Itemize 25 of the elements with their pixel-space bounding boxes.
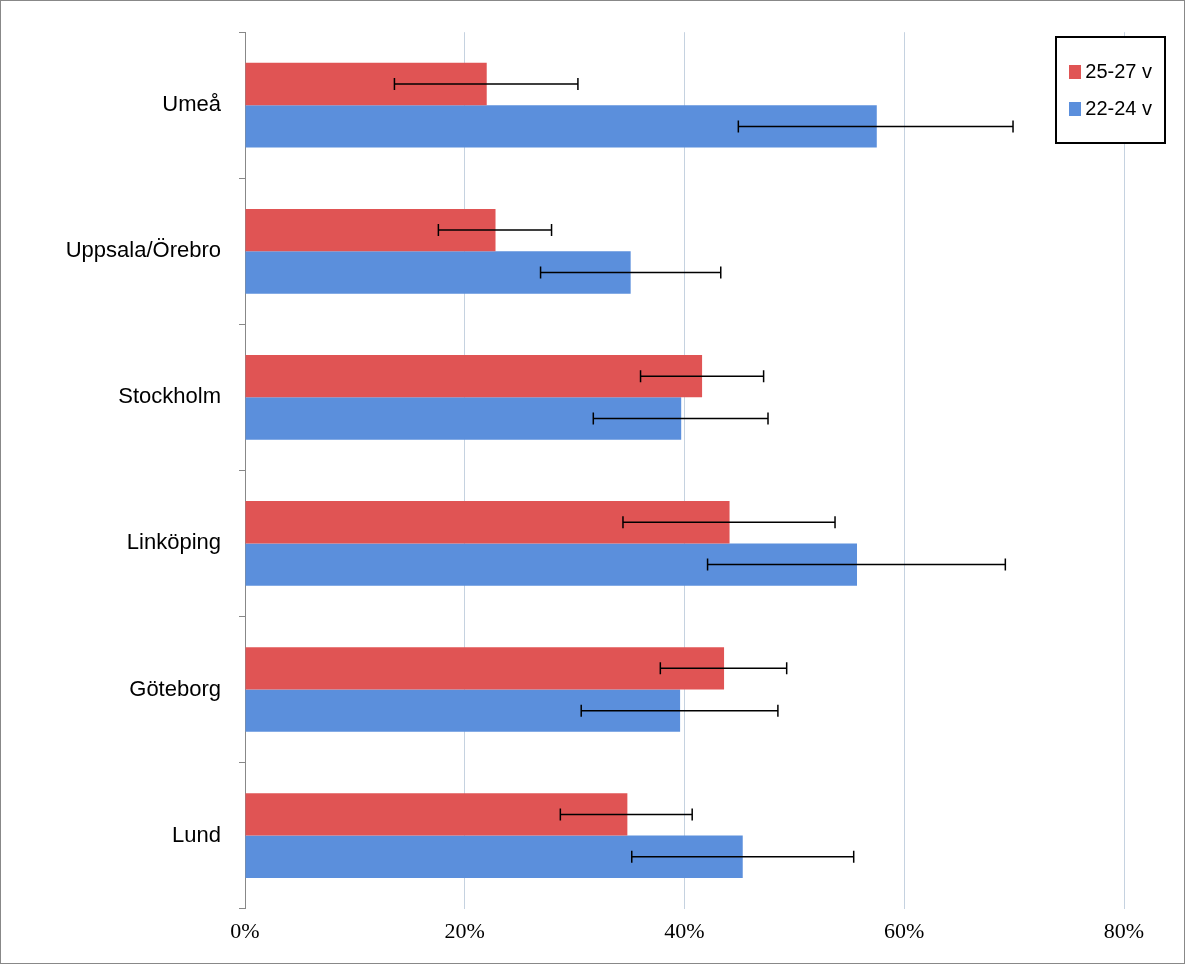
x-tick-label: 40% [664,917,705,943]
bar [245,543,857,586]
bar [245,105,877,148]
bar [245,647,725,690]
y-tick-label: Göteborg [129,675,221,701]
x-tick-label: 80% [1103,917,1145,943]
bar [245,355,703,398]
y-tick-label: Uppsala/Örebro [65,237,221,263]
bar [245,397,682,440]
bar [245,208,496,252]
bar [245,501,730,544]
bar [245,835,743,878]
y-tick-label: Umeå [162,91,222,117]
y-tick-label: Linköping [126,529,221,555]
bar [245,793,628,836]
bar [245,251,631,294]
y-tick-label: Stockholm [118,383,221,409]
legend-label: 22-24 v [1085,97,1152,120]
bar [245,62,487,106]
x-tick-label: 60% [884,917,925,943]
x-tick-label: 0% [230,917,260,943]
legend-label: 25-27 v [1085,60,1152,83]
x-tick-label: 20% [444,917,485,943]
y-tick-label: Lund [172,821,221,847]
bar [245,689,681,732]
